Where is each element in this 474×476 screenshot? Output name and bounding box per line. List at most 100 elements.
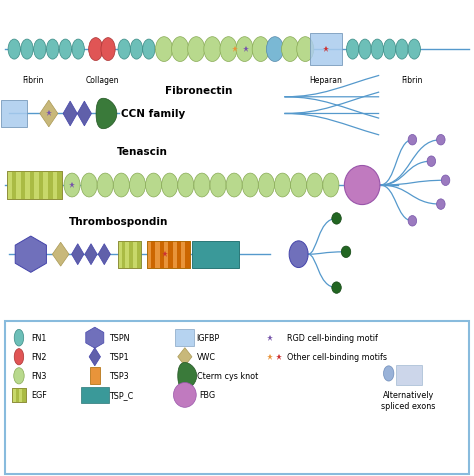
Bar [118, 241, 141, 268]
Ellipse shape [341, 247, 351, 258]
Bar [81, 387, 109, 403]
Bar [12, 388, 26, 402]
Bar [121, 241, 126, 268]
Ellipse shape [291, 174, 307, 198]
Bar [30, 171, 34, 200]
Text: Fibronectin: Fibronectin [165, 86, 233, 96]
Text: CCN family: CCN family [121, 109, 185, 119]
Ellipse shape [64, 174, 80, 198]
Ellipse shape [408, 135, 417, 146]
Ellipse shape [437, 199, 445, 210]
Bar [90, 367, 100, 385]
Ellipse shape [118, 40, 130, 60]
Bar [5, 321, 469, 474]
Bar [147, 241, 190, 268]
Ellipse shape [162, 174, 178, 198]
Ellipse shape [332, 213, 341, 225]
Ellipse shape [359, 40, 371, 60]
Text: Other cell-binding motifs: Other cell-binding motifs [287, 353, 387, 361]
Ellipse shape [226, 174, 242, 198]
Ellipse shape [101, 39, 115, 61]
Bar [129, 241, 133, 268]
Polygon shape [40, 101, 58, 128]
Polygon shape [63, 102, 77, 127]
Ellipse shape [297, 38, 314, 62]
Polygon shape [96, 99, 117, 129]
Bar [118, 241, 141, 268]
Text: Tenascin: Tenascin [117, 147, 168, 157]
Ellipse shape [8, 40, 20, 60]
Text: Cterm cys knot: Cterm cys knot [197, 372, 258, 380]
Bar [22, 388, 26, 402]
Text: Heparan: Heparan [310, 76, 343, 85]
Bar [21, 171, 25, 200]
Ellipse shape [14, 368, 24, 384]
Text: Collagen: Collagen [85, 76, 118, 85]
Polygon shape [77, 102, 91, 127]
Text: EGF: EGF [31, 391, 46, 399]
Polygon shape [72, 244, 84, 265]
Ellipse shape [155, 38, 173, 62]
Ellipse shape [130, 40, 143, 60]
Bar [48, 171, 53, 200]
Ellipse shape [266, 38, 283, 62]
Ellipse shape [236, 38, 253, 62]
Polygon shape [86, 327, 104, 348]
Ellipse shape [437, 135, 445, 146]
Bar [57, 171, 62, 200]
Text: IGFBP: IGFBP [197, 334, 220, 342]
Ellipse shape [210, 174, 226, 198]
Text: RGD cell-binding motif: RGD cell-binding motif [287, 334, 378, 342]
Polygon shape [15, 237, 46, 273]
Ellipse shape [14, 349, 24, 365]
Text: VWC: VWC [197, 353, 216, 361]
Ellipse shape [258, 174, 274, 198]
Ellipse shape [72, 40, 84, 60]
Bar [396, 366, 422, 386]
Ellipse shape [323, 174, 339, 198]
Bar [310, 34, 342, 66]
Text: Alternatively
spliced exons: Alternatively spliced exons [382, 390, 436, 410]
Ellipse shape [346, 40, 359, 60]
Ellipse shape [408, 40, 420, 60]
Text: FN1: FN1 [31, 334, 46, 342]
Bar [16, 388, 19, 402]
Ellipse shape [332, 282, 341, 294]
Ellipse shape [146, 174, 162, 198]
Ellipse shape [383, 366, 394, 381]
Ellipse shape [204, 38, 221, 62]
Bar [1, 101, 27, 128]
Bar [7, 171, 62, 200]
Bar [12, 171, 16, 200]
Ellipse shape [113, 174, 129, 198]
Ellipse shape [242, 174, 258, 198]
Ellipse shape [21, 40, 33, 60]
Polygon shape [85, 244, 97, 265]
Ellipse shape [220, 38, 237, 62]
Ellipse shape [188, 38, 205, 62]
Ellipse shape [427, 157, 436, 167]
Bar [7, 171, 62, 200]
Bar [185, 241, 190, 268]
Ellipse shape [172, 38, 189, 62]
Bar [137, 241, 141, 268]
Polygon shape [98, 244, 110, 265]
Text: TSP_C: TSP_C [109, 391, 133, 399]
Ellipse shape [396, 40, 408, 60]
Text: Thrombospondin: Thrombospondin [69, 216, 168, 226]
Polygon shape [52, 243, 69, 267]
Bar [192, 241, 239, 268]
Ellipse shape [441, 176, 450, 186]
Bar [12, 388, 26, 402]
Ellipse shape [129, 174, 146, 198]
Ellipse shape [81, 174, 97, 198]
Text: FN3: FN3 [31, 372, 46, 380]
Ellipse shape [89, 39, 103, 61]
Polygon shape [178, 348, 192, 366]
Text: Fibrin: Fibrin [401, 76, 423, 85]
Bar [151, 241, 155, 268]
Text: FN2: FN2 [31, 353, 46, 361]
Ellipse shape [282, 38, 299, 62]
Ellipse shape [14, 329, 24, 347]
Bar [147, 241, 190, 268]
